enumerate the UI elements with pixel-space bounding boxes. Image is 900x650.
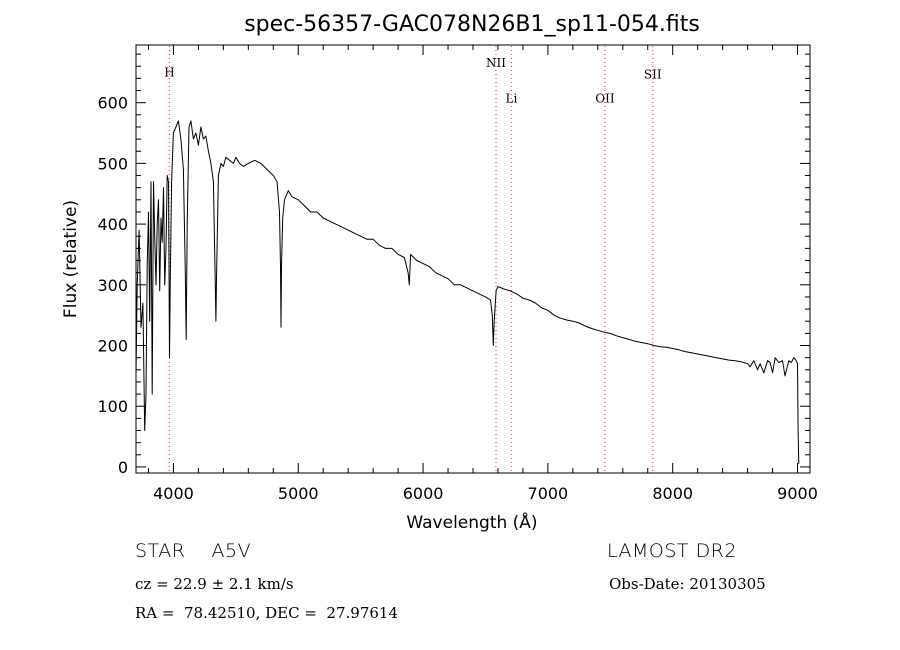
object-class: STAR A5V bbox=[135, 540, 252, 562]
x-tick-label: 7000 bbox=[528, 484, 569, 503]
line-label: H bbox=[164, 65, 174, 79]
spectrum-chart: spec-56357-GAC078N26B1_sp11-054.fits 400… bbox=[61, 12, 818, 533]
plot-frame bbox=[135, 44, 811, 474]
line-label: SII bbox=[644, 68, 662, 82]
axis-tick-labels: 4000 5000 6000 7000 8000 9000 0 100 200 300 400 500… bbox=[97, 94, 817, 503]
survey-name: LAMOST DR2 bbox=[607, 540, 737, 562]
x-axis-label: Wavelength (Å) bbox=[406, 511, 537, 533]
y-tick-label: 300 bbox=[97, 276, 128, 295]
emission-line-markers bbox=[168, 46, 654, 472]
y-axis-label: Flux (relative) bbox=[61, 200, 81, 318]
x-tick-label: 5000 bbox=[278, 484, 319, 503]
line-labels: H NII Li OII SII bbox=[164, 56, 662, 105]
redshift-velocity: cz = 22.9 ± 2.1 km/s bbox=[135, 575, 294, 593]
line-label: NII bbox=[486, 56, 506, 70]
x-tick-label: 6000 bbox=[403, 484, 444, 503]
sky-coordinates: RA = 78.42510, DEC = 27.97614 bbox=[135, 604, 399, 622]
axis-ticks bbox=[136, 45, 810, 473]
x-tick-label: 4000 bbox=[153, 484, 194, 503]
spectrum-line bbox=[135, 120, 800, 464]
chart-title: spec-56357-GAC078N26B1_sp11-054.fits bbox=[244, 12, 700, 37]
y-tick-label: 600 bbox=[97, 94, 128, 113]
y-tick-label: 200 bbox=[97, 337, 128, 356]
line-label: Li bbox=[506, 91, 518, 105]
y-tick-label: 0 bbox=[118, 458, 128, 477]
line-label: OII bbox=[595, 91, 615, 105]
y-tick-label: 100 bbox=[97, 397, 128, 416]
y-tick-label: 500 bbox=[97, 154, 128, 173]
x-tick-label: 9000 bbox=[777, 484, 818, 503]
x-tick-label: 8000 bbox=[652, 484, 693, 503]
observation-date: Obs-Date: 20130305 bbox=[609, 575, 766, 593]
y-tick-label: 400 bbox=[97, 215, 128, 234]
